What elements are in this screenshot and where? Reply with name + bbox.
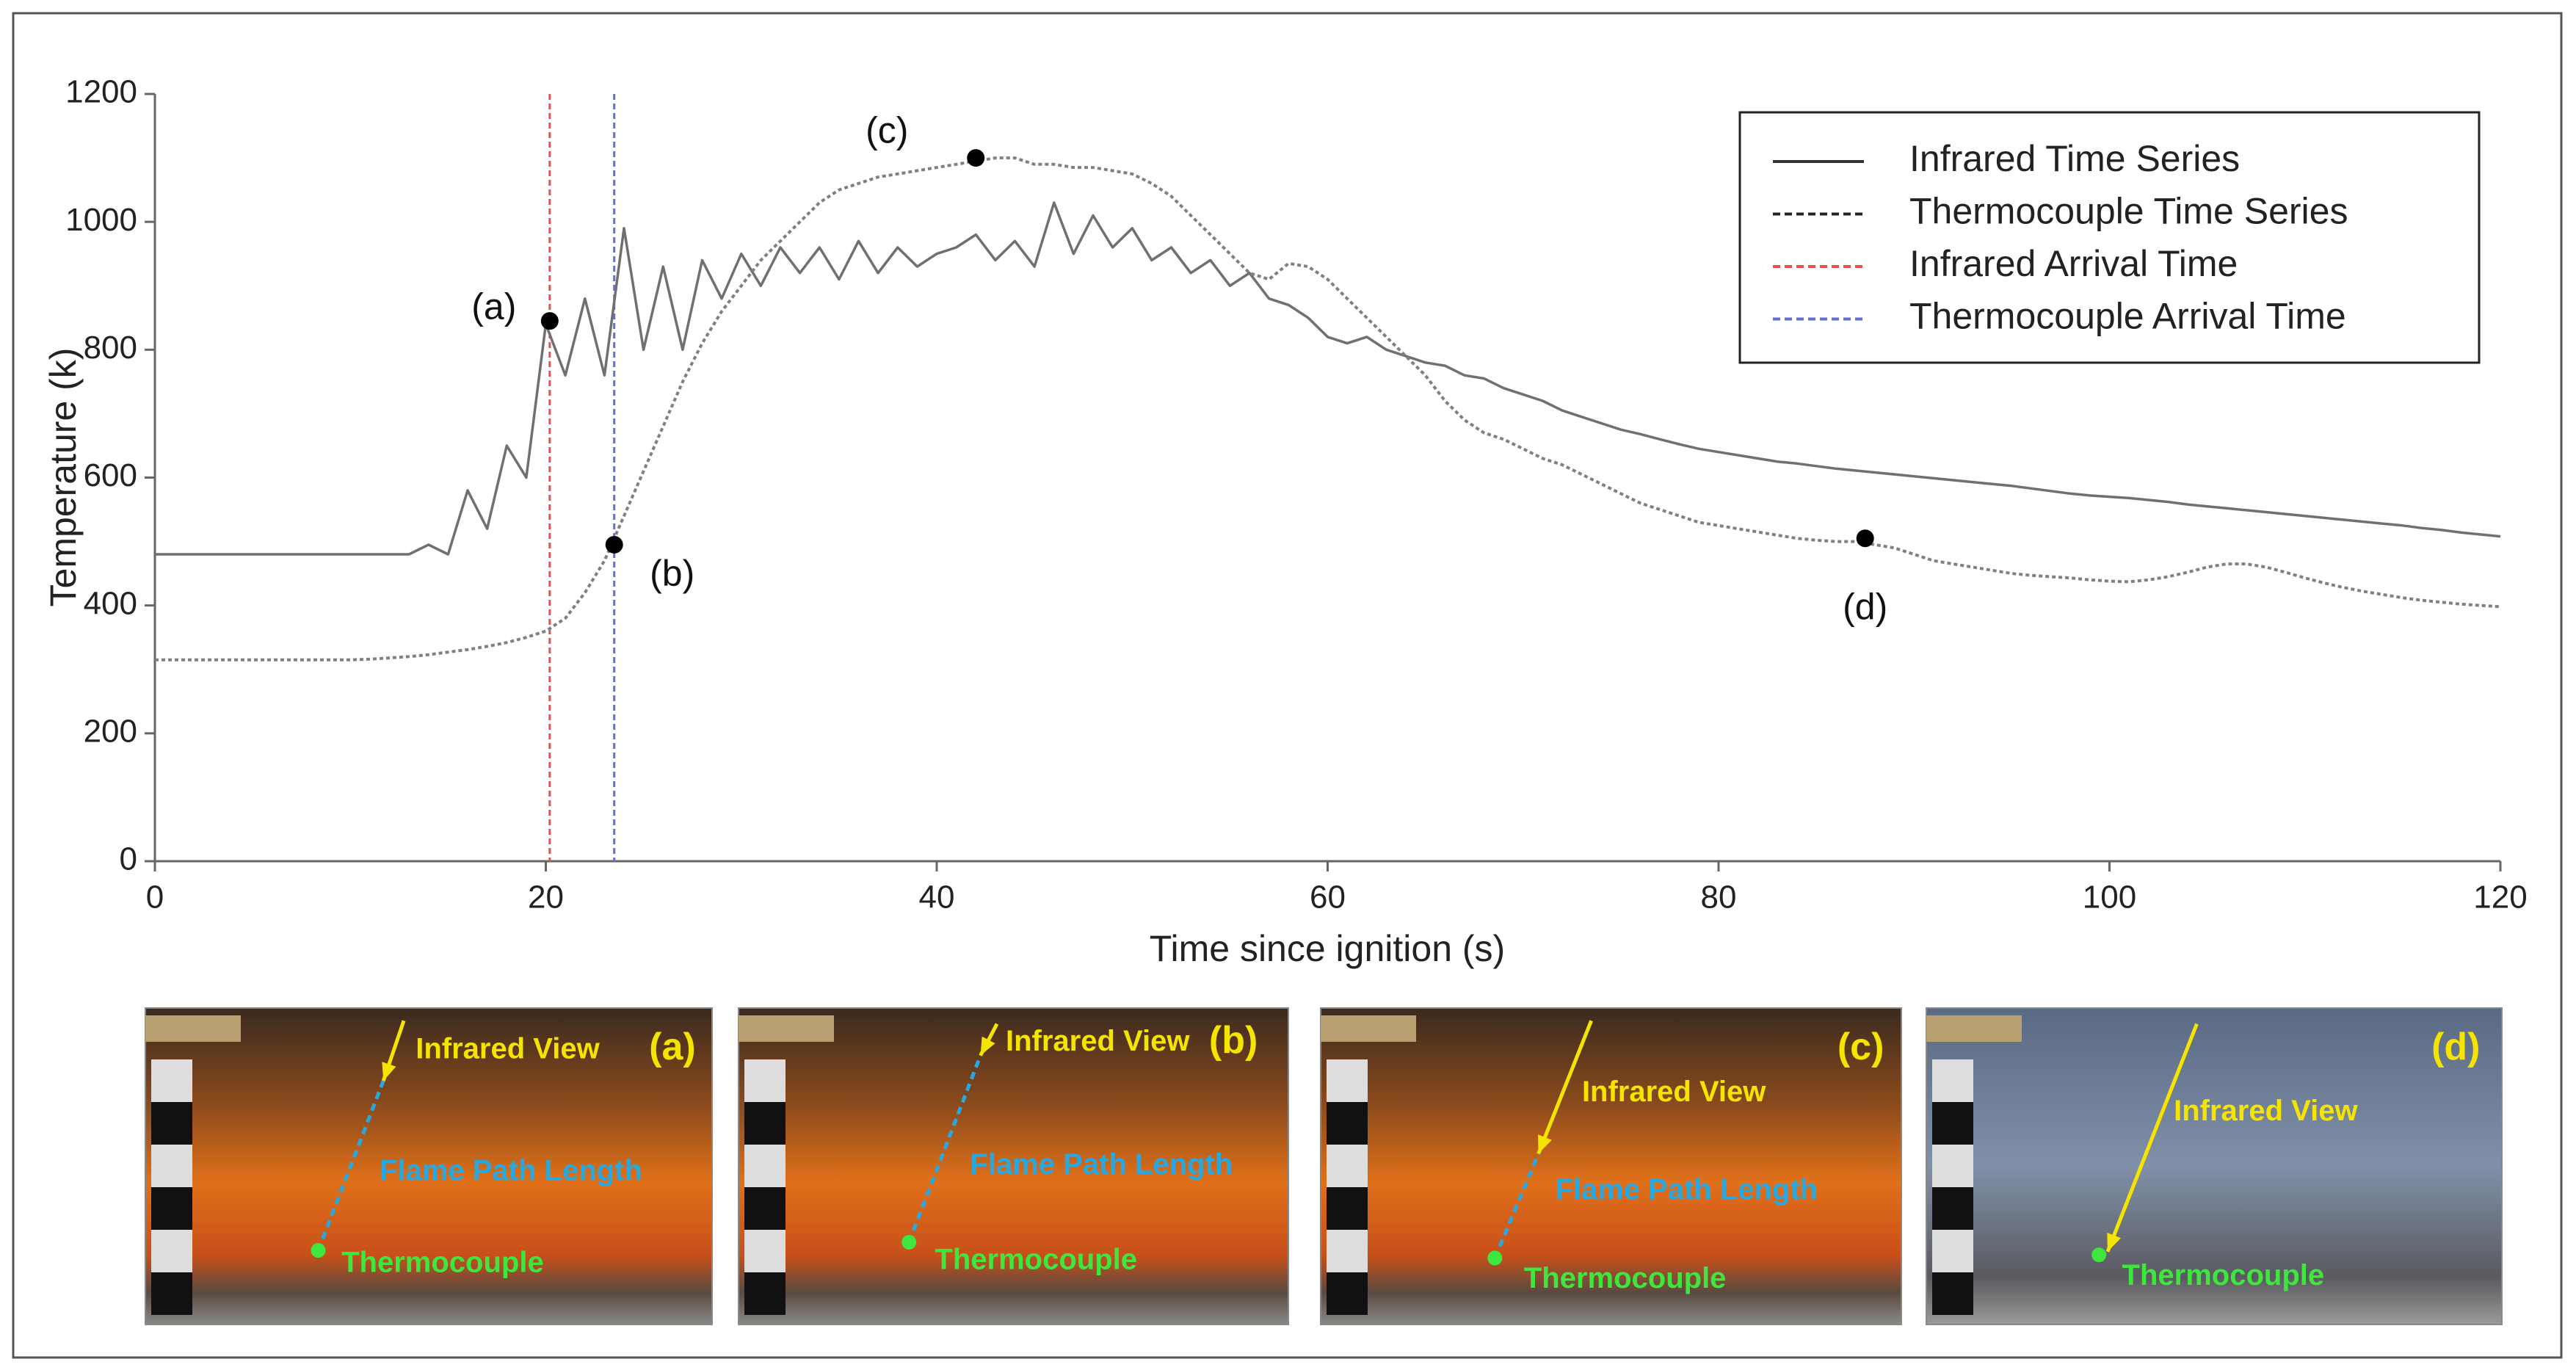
sensor-label: Thermocouple [2122,1259,2325,1291]
x-tick-label: 120 [2473,880,2527,916]
scale-bar [1932,1187,1973,1230]
scale-bar [151,1059,192,1102]
photo [1320,1007,1902,1325]
scale-cap [145,1015,241,1042]
annotation-point [1856,529,1874,548]
scale-bar [1932,1102,1973,1145]
view-label: Infrared View [416,1033,600,1065]
sensor-dot [311,1243,326,1258]
scale-bar [1932,1059,1973,1102]
scale-bar [1932,1230,1973,1272]
legend-label: Infrared Time Series [1909,138,2240,179]
legend-label: Thermocouple Arrival Time [1909,296,2346,337]
x-tick-label: 20 [528,880,564,916]
legend-label: Infrared Arrival Time [1909,243,2238,284]
annotation-label: (a) [471,286,516,327]
scale-bar [151,1102,192,1145]
x-tick-label: 40 [919,880,955,916]
path-label: Flame Path Length [1555,1174,1818,1206]
sensor-label: Thermocouple [1524,1262,1727,1294]
series-line [155,156,2501,662]
scale-cap [739,1015,834,1042]
arrow-head [1538,1134,1552,1154]
view-label: Infrared View [1582,1076,1766,1108]
scale-cap [1321,1015,1416,1042]
view-label: Infrared View [2174,1095,2358,1127]
sensor-label: Thermocouple [341,1247,544,1279]
view-arrow [1536,1020,1593,1155]
y-axis-title: Temperature (k) [43,348,84,607]
scale-bar [1327,1187,1368,1230]
scale-bar [151,1187,192,1230]
scale-bar [744,1102,786,1145]
x-tick-label: 60 [1310,880,1346,916]
panel-label: (c) [1837,1026,1884,1068]
panel-label: (b) [1209,1019,1258,1062]
annotation-label: (d) [1843,586,1887,627]
scale-bar [744,1059,786,1102]
y-tick-label: 0 [120,841,137,877]
path-line [316,1080,385,1252]
scale-bar [1327,1272,1368,1315]
scale-bar [744,1230,786,1272]
photo [738,1007,1289,1325]
arrow-head [980,1036,995,1056]
scale-bar [1327,1102,1368,1145]
photo [1926,1007,2503,1325]
sensor-dot [2091,1247,2107,1263]
arrow-head [382,1062,396,1081]
y-tick-label: 600 [84,457,137,493]
scale-bar [151,1230,192,1272]
annotation-point [605,535,623,554]
legend-label: Thermocouple Time Series [1909,191,2348,232]
x-axis-title: Time since ignition (s) [1150,928,1505,969]
scale-bar [744,1187,786,1230]
sensor-dot [901,1234,917,1250]
scale-bar [1327,1145,1368,1187]
scale-bar [1327,1059,1368,1102]
scale-bar [1932,1272,1973,1315]
scale-cap [1926,1015,2022,1042]
y-tick-label: 400 [84,585,137,621]
scale-bar [744,1272,786,1315]
view-arrow [2105,1023,2199,1253]
path-line [1492,1153,1540,1259]
y-tick-label: 800 [84,330,137,366]
path-label: Flame Path Length [380,1155,642,1187]
sensor-dot [1487,1250,1503,1266]
annotation-point [967,149,985,167]
panel-label: (d) [2431,1026,2480,1068]
view-label: Infrared View [1006,1025,1190,1057]
scale-bar [1932,1145,1973,1187]
scale-bar [1327,1230,1368,1272]
x-tick-label: 80 [1701,880,1737,916]
y-tick-label: 1200 [65,74,137,110]
x-tick-label: 100 [2083,880,2136,916]
figure-frame [12,12,2563,1359]
scale-bar [151,1145,192,1187]
annotation-label: (c) [866,109,908,151]
annotation-label: (b) [650,553,694,594]
scale-bar [744,1145,786,1187]
path-label: Flame Path Length [970,1148,1233,1181]
annotation-point [540,312,559,330]
scale-bar [151,1272,192,1315]
photo [145,1007,713,1325]
sensor-label: Thermocouple [935,1243,1137,1275]
path-line [907,1054,982,1243]
legend-box [1738,111,2481,364]
arrow-head [2107,1232,2122,1252]
y-tick-label: 200 [84,713,137,749]
x-tick-label: 0 [146,880,164,916]
y-tick-label: 1000 [65,202,137,238]
panel-label: (a) [649,1026,696,1068]
